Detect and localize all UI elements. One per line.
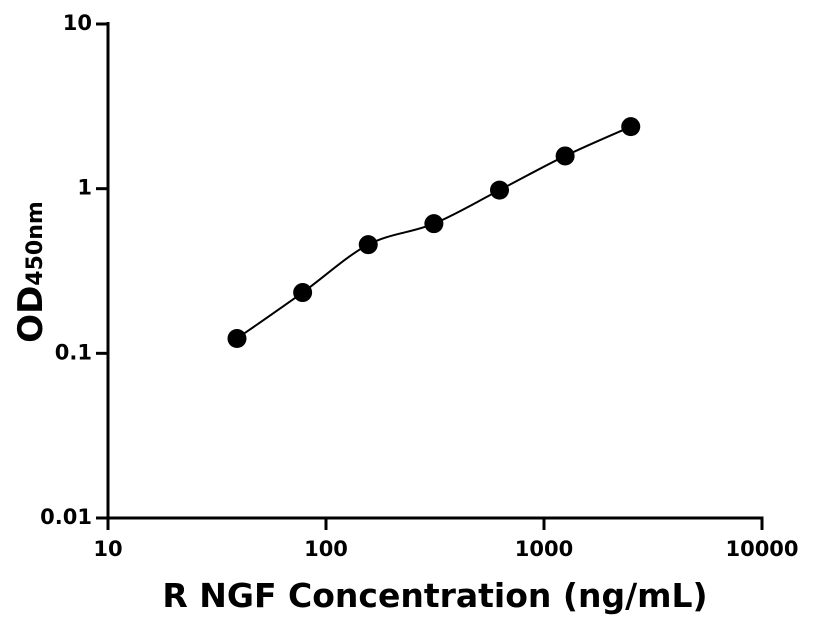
y-label-subscript: 450nm	[23, 201, 48, 286]
y-tick-label: 0.01	[40, 505, 92, 529]
data-point	[555, 146, 575, 166]
y-tick-label: 10	[63, 11, 92, 35]
y-axis-label: OD450nm	[11, 201, 51, 343]
x-tick-label: 100	[304, 537, 348, 561]
data-point	[621, 117, 641, 137]
y-tick-label: 0.1	[55, 340, 92, 364]
data-point	[424, 214, 444, 234]
y-tick-label: 1	[77, 176, 92, 200]
data-point	[293, 283, 313, 303]
x-tick-label: 10000	[725, 537, 798, 561]
data-point	[358, 235, 378, 255]
data-point	[490, 180, 510, 200]
data-point	[227, 329, 247, 349]
x-tick-label: 1000	[515, 537, 573, 561]
x-tick-label: 10	[93, 537, 122, 561]
x-axis-label: R NGF Concentration (ng/mL)	[162, 576, 707, 615]
y-label-main: OD	[11, 286, 51, 343]
